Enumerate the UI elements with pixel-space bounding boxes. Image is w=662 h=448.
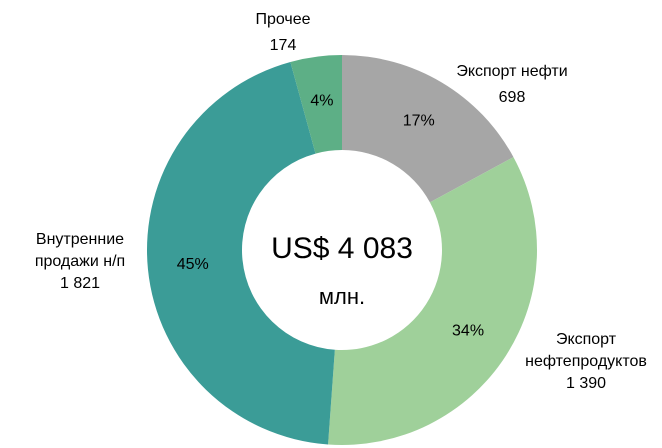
value-label: 698 — [499, 89, 526, 106]
value-label: 1 390 — [566, 375, 606, 392]
percent-label: 4% — [310, 93, 333, 110]
value-label: 1 821 — [60, 275, 100, 292]
category-label: Внутренние продажи н/п — [35, 231, 125, 270]
value-label: 174 — [270, 37, 297, 54]
percent-label: 17% — [403, 112, 435, 129]
donut-slice — [328, 157, 537, 445]
donut-slice — [147, 61, 335, 445]
donut-slice — [290, 55, 342, 154]
percent-label: 45% — [177, 256, 209, 273]
donut-slice — [342, 55, 514, 203]
center-total: US$ 4 083 — [271, 232, 413, 265]
category-label: Экспорт нефти — [456, 63, 567, 80]
percent-label: 34% — [452, 323, 484, 340]
category-label: Прочее — [255, 11, 310, 28]
category-label: Экспорт нефтепродуктов — [525, 331, 647, 370]
center-unit: млн. — [319, 284, 365, 309]
